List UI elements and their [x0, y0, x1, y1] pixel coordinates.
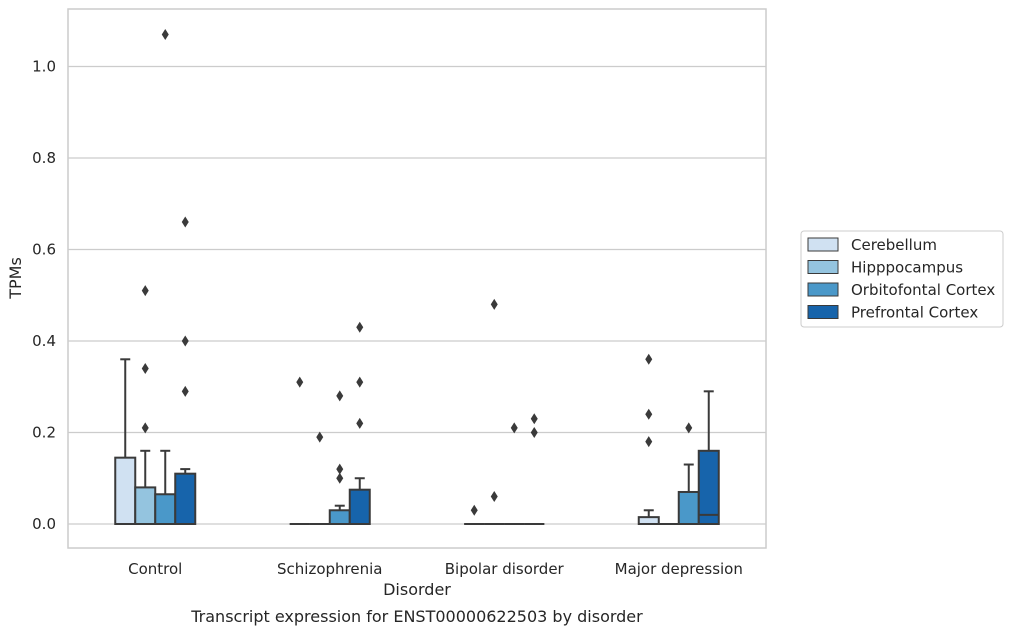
outlier-point	[141, 422, 149, 434]
legend-item: Cerebellum	[807, 236, 937, 254]
outlier-point	[336, 463, 344, 475]
box-orbitofontal-cortex	[328, 390, 351, 525]
outlier-point	[645, 408, 653, 420]
x-tick-label: Schizophrenia	[277, 560, 382, 578]
box-hipppocampus	[309, 431, 330, 525]
outlier-point	[645, 436, 653, 448]
box-rect	[114, 456, 137, 526]
outlier-point	[356, 417, 364, 429]
outlier-point	[490, 491, 498, 503]
legend-swatch	[807, 282, 839, 297]
outlier-point	[336, 472, 344, 484]
x-axis-label: Disorder	[383, 580, 451, 599]
legend-swatch	[807, 260, 839, 274]
legend-label: Orbitofontal Cortex	[851, 281, 995, 299]
y-ticks: 0.0 0.2 0.4 0.6 0.8 1.0	[32, 58, 56, 534]
legend-item: Orbitofontal Cortex	[807, 281, 995, 299]
legend-swatch	[807, 237, 839, 252]
box-rect	[348, 488, 371, 525]
outlier-point	[356, 376, 364, 388]
box-orbitofontal-cortex	[154, 28, 177, 526]
outlier-point	[530, 427, 538, 438]
legend-label: Prefrontal Cortex	[851, 304, 978, 322]
legend-swatch	[807, 305, 839, 319]
y-tick-label: 1.0	[32, 58, 56, 76]
y-tick-label: 0.4	[32, 332, 56, 350]
box-layer	[114, 28, 720, 526]
box-rect	[174, 472, 197, 525]
outlier-point	[181, 385, 189, 397]
y-axis-label: TPMs	[6, 257, 25, 300]
x-ticks: Control Schizophrenia Bipolar disorder Majo…	[128, 560, 743, 578]
box-hipppocampus	[134, 285, 157, 525]
y-tick-label: 0.8	[32, 149, 56, 167]
box-prefrontal-cortex	[174, 216, 197, 525]
outlier-point	[181, 216, 189, 228]
x-tick-label: Major depression	[615, 560, 743, 578]
legend-label: Hipppocampus	[851, 259, 963, 277]
outlier-point	[296, 376, 304, 388]
box-hipppocampus	[484, 298, 505, 525]
outlier-point	[181, 335, 189, 347]
box-orbitofontal-cortex	[504, 422, 525, 525]
outlier-point	[470, 504, 478, 516]
outlier-point	[530, 413, 538, 425]
outlier-point	[510, 422, 518, 434]
y-tick-label: 0.0	[32, 515, 56, 533]
outlier-point	[356, 321, 364, 333]
y-tick-label: 0.6	[32, 241, 56, 259]
box-cerebellum	[464, 504, 485, 525]
grid-lines	[68, 65, 766, 525]
box-cerebellum	[114, 358, 137, 526]
box-prefrontal-cortex	[348, 321, 371, 525]
x-tick-label: Control	[128, 560, 182, 578]
box-rect	[637, 516, 660, 526]
outlier-point	[645, 353, 653, 365]
box-rect	[677, 490, 700, 526]
legend: Cerebellum Hipppocampus Orbitofontal Corte…	[800, 230, 1004, 328]
outlier-point	[141, 285, 149, 297]
plot-frame	[67, 8, 767, 549]
outlier-point	[490, 298, 498, 310]
x-tick-label: Bipolar disorder	[445, 560, 565, 578]
box-rect	[328, 509, 351, 525]
box-orbitofontal-cortex	[677, 422, 700, 526]
outlier-point	[685, 422, 693, 434]
outlier-point	[161, 28, 169, 40]
box-prefrontal-cortex	[697, 390, 720, 525]
box-rect	[697, 449, 720, 525]
box-prefrontal-cortex	[524, 413, 545, 525]
box-cerebellum	[289, 376, 310, 525]
legend-frame	[800, 230, 1004, 328]
legend-label: Cerebellum	[851, 236, 937, 254]
y-tick-label: 0.2	[32, 424, 56, 442]
outlier-point	[141, 362, 149, 374]
box-rect	[154, 493, 177, 526]
outlier-point	[336, 390, 344, 402]
box-cerebellum	[637, 353, 660, 526]
outlier-point	[316, 431, 324, 443]
legend-item: Hipppocampus	[807, 259, 963, 277]
legend-item: Prefrontal Cortex	[807, 304, 978, 322]
box-rect	[134, 486, 157, 525]
chart-caption: Transcript expression for ENST0000062250…	[190, 607, 643, 626]
